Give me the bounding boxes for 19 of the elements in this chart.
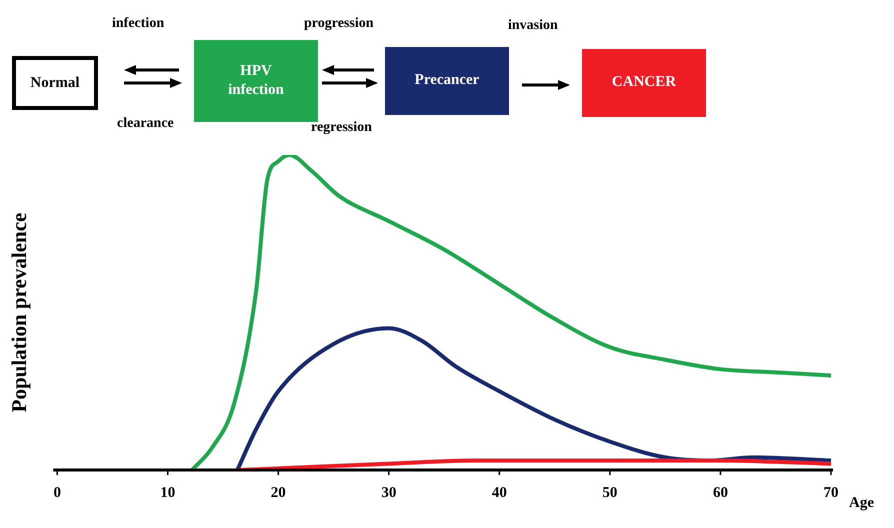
x-tick-label: 20 [270, 484, 286, 501]
x-tick-label: 10 [160, 484, 176, 501]
y-axis-title: Population prevalence [7, 212, 32, 412]
x-tick-label: 50 [602, 484, 618, 501]
text: HPV infection [227, 62, 285, 100]
text: infection [112, 16, 164, 32]
text: CANCER [612, 73, 676, 92]
x-tick-label: 70 [824, 484, 838, 501]
text: Normal [12, 56, 98, 110]
x-tick-label: 40 [492, 484, 507, 501]
text: progression [304, 16, 374, 32]
text: invasion [508, 18, 558, 34]
x-tick-label: 30 [381, 484, 396, 501]
text: regression [311, 120, 372, 136]
text: clearance [117, 116, 174, 132]
text: Precancer [414, 71, 480, 90]
x-axis-title: Age [849, 494, 874, 511]
x-tick-label: 0 [53, 484, 61, 501]
x-tick-label: 60 [712, 484, 728, 501]
